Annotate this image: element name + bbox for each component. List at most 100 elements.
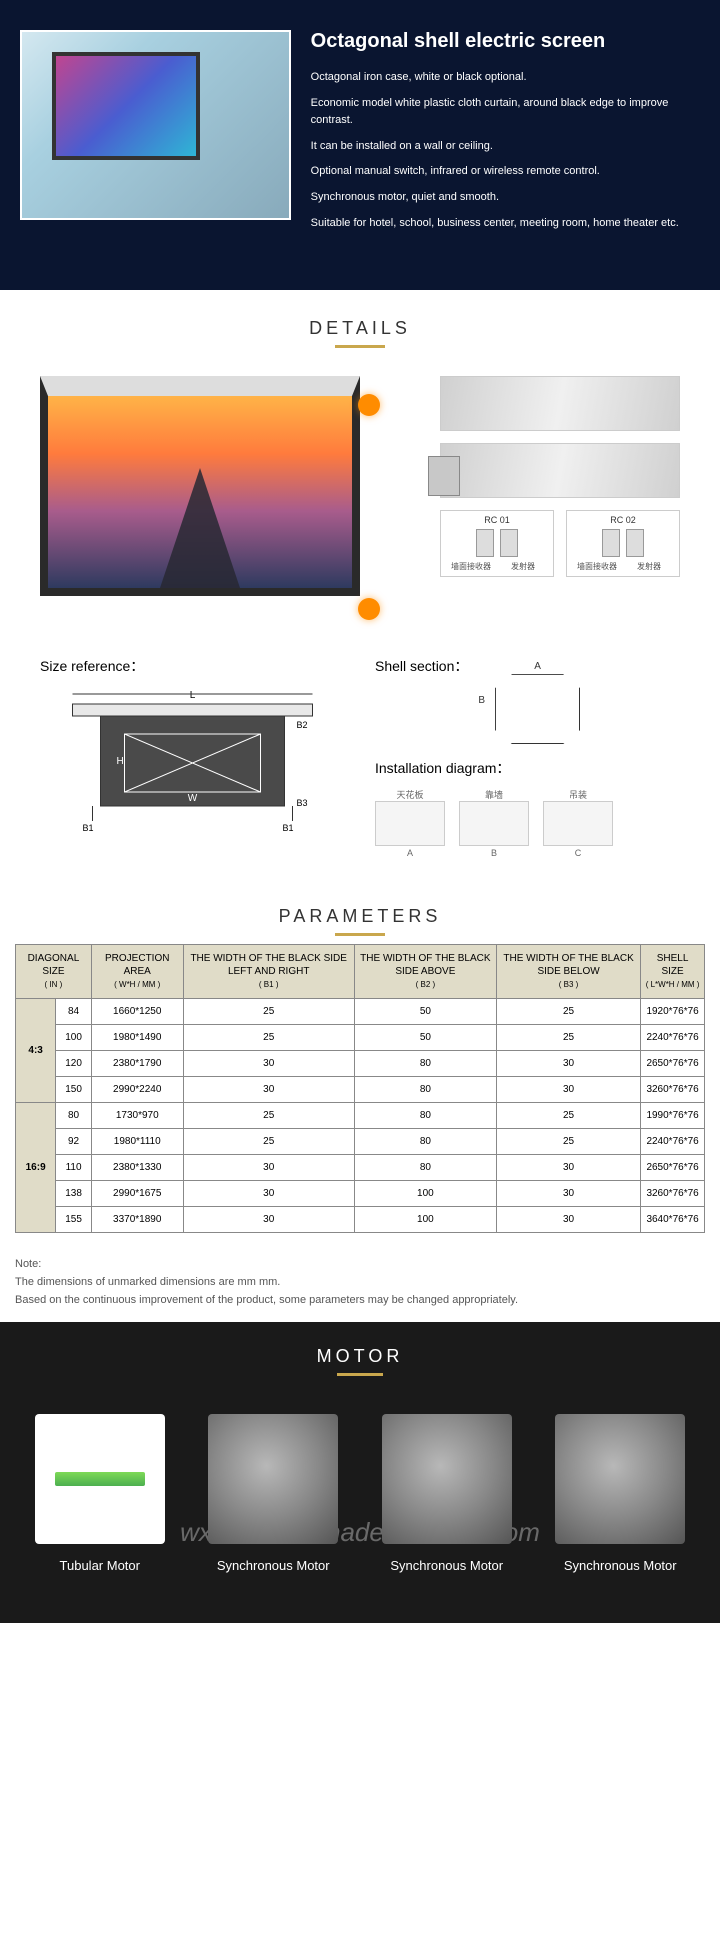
- data-cell: 25: [496, 999, 640, 1025]
- data-cell: 50: [354, 1025, 496, 1051]
- install-c: 吊装 C: [543, 788, 613, 858]
- motor-label: Synchronous Motor: [367, 1558, 527, 1573]
- data-cell: 110: [56, 1155, 92, 1181]
- octagon-icon: [495, 674, 580, 744]
- data-cell: 1980*1110: [91, 1129, 183, 1155]
- data-cell: 84: [56, 999, 92, 1025]
- data-cell: 30: [496, 1155, 640, 1181]
- table-row: 16:9801730*9702580251990*76*76: [16, 1103, 705, 1129]
- data-cell: 80: [354, 1155, 496, 1181]
- data-cell: 155: [56, 1207, 92, 1233]
- th-col: SHELL SIZE( L*W*H / MM ): [641, 945, 705, 999]
- data-cell: 80: [354, 1051, 496, 1077]
- size-reference-title: Size reference：: [40, 656, 345, 676]
- data-cell: 92: [56, 1129, 92, 1155]
- notes-line: The dimensions of unmarked dimensions ar…: [15, 1276, 705, 1288]
- params-heading: PARAMETERS: [0, 906, 720, 927]
- accent-underline: [335, 933, 385, 936]
- remote-box-icon: [428, 456, 460, 496]
- data-cell: 1920*76*76: [641, 999, 705, 1025]
- params-table-wrap: DIAGONAL SIZE( IN )PROJECTION AREA( W*H …: [0, 944, 720, 1248]
- install-a: 天花板 A: [375, 788, 445, 858]
- data-cell: 1980*1490: [91, 1025, 183, 1051]
- remote-control-row: RC 01 墙面接收器发射器 RC 02 墙面接收器发射器: [440, 510, 680, 577]
- data-cell: 3260*76*76: [641, 1077, 705, 1103]
- install-diagram-title: Installation diagram：: [375, 758, 680, 778]
- details-title-block: DETAILS: [0, 290, 720, 356]
- data-cell: 30: [183, 1155, 354, 1181]
- motor-heading: MOTOR: [0, 1346, 720, 1367]
- data-cell: 30: [496, 1181, 640, 1207]
- table-row: 4:3841660*12502550251920*76*76: [16, 999, 705, 1025]
- th-diagonal: DIAGONAL SIZE( IN ): [16, 945, 92, 999]
- table-row: 1553370*189030100303640*76*76: [16, 1207, 705, 1233]
- hero-line: It can be installed on a wall or ceiling…: [311, 138, 700, 156]
- data-cell: 80: [354, 1077, 496, 1103]
- rc02-title: RC 02: [571, 515, 675, 525]
- data-cell: 25: [496, 1103, 640, 1129]
- data-cell: 25: [496, 1129, 640, 1155]
- accent-underline: [335, 345, 385, 348]
- highlight-dot-icon: [358, 598, 380, 620]
- motor-item: Synchronous Motor: [541, 1414, 701, 1573]
- data-cell: 3640*76*76: [641, 1207, 705, 1233]
- svg-text:B2: B2: [297, 720, 308, 730]
- table-row: 1202380*17903080302650*76*76: [16, 1051, 705, 1077]
- data-cell: 30: [183, 1207, 354, 1233]
- hero-line: Optional manual switch, infrared or wire…: [311, 163, 700, 181]
- details-main-image: [40, 376, 420, 626]
- th-col: THE WIDTH OF THE BLACK SIDE ABOVE( B2 ): [354, 945, 496, 999]
- data-cell: 30: [183, 1077, 354, 1103]
- install-row: 天花板 A 靠墙 B 吊装 C: [375, 788, 680, 858]
- sync-motor-image: [555, 1414, 685, 1544]
- data-cell: 2380*1790: [91, 1051, 183, 1077]
- accent-underline: [337, 1373, 383, 1376]
- hero-section: Octagonal shell electric screen Octagona…: [0, 0, 720, 290]
- tubular-motor-image: [35, 1414, 165, 1544]
- rc01-title: RC 01: [445, 515, 549, 525]
- details-section: RC 01 墙面接收器发射器 RC 02 墙面接收器发射器: [0, 356, 720, 646]
- shell-section-title: Shell section：: [375, 656, 468, 676]
- data-cell: 2650*76*76: [641, 1051, 705, 1077]
- hero-line: Economic model white plastic cloth curta…: [311, 95, 700, 130]
- motor-item: Synchronous Motor: [367, 1414, 527, 1573]
- sync-motor-image: [208, 1414, 338, 1544]
- data-cell: 25: [183, 1129, 354, 1155]
- hero-line: Octagonal iron case, white or black opti…: [311, 69, 700, 87]
- ratio-cell: 16:9: [16, 1103, 56, 1233]
- data-cell: 2990*1675: [91, 1181, 183, 1207]
- table-row: 1502990*22403080303260*76*76: [16, 1077, 705, 1103]
- table-row: 1001980*14902550252240*76*76: [16, 1025, 705, 1051]
- data-cell: 100: [56, 1025, 92, 1051]
- motor-item: Synchronous Motor: [194, 1414, 354, 1573]
- svg-text:W: W: [188, 793, 198, 804]
- notes-line: Based on the continuous improvement of t…: [15, 1294, 705, 1306]
- svg-text:B1: B1: [283, 823, 294, 833]
- highlight-dot-icon: [358, 394, 380, 416]
- data-cell: 25: [183, 999, 354, 1025]
- svg-text:B1: B1: [83, 823, 94, 833]
- data-cell: 30: [496, 1051, 640, 1077]
- detail-closeup-bottom: [440, 443, 680, 498]
- size-diagram: L H W B2 B3 B1 B1: [40, 686, 345, 836]
- data-cell: 30: [183, 1181, 354, 1207]
- hero-product-image: [20, 30, 291, 220]
- svg-text:B3: B3: [297, 798, 308, 808]
- data-cell: 1730*970: [91, 1103, 183, 1129]
- data-cell: 80: [56, 1103, 92, 1129]
- hero-title: Octagonal shell electric screen: [311, 30, 700, 53]
- data-cell: 50: [354, 999, 496, 1025]
- hero-text: Octagonal shell electric screen Octagona…: [311, 30, 700, 240]
- svg-text:H: H: [117, 756, 124, 767]
- svg-text:L: L: [190, 690, 196, 701]
- size-reference-col: Size reference： L H W B2 B3 B1 B1: [40, 656, 345, 858]
- motor-title-block: MOTOR: [0, 1322, 720, 1384]
- data-cell: 80: [354, 1103, 496, 1129]
- data-cell: 25: [183, 1103, 354, 1129]
- hero-line: Synchronous motor, quiet and smooth.: [311, 189, 700, 207]
- notes-heading: Note:: [15, 1258, 705, 1270]
- data-cell: 3260*76*76: [641, 1181, 705, 1207]
- shell-diagram: B A: [478, 656, 580, 744]
- rc02-box: RC 02 墙面接收器发射器: [566, 510, 680, 577]
- motor-label: Synchronous Motor: [541, 1558, 701, 1573]
